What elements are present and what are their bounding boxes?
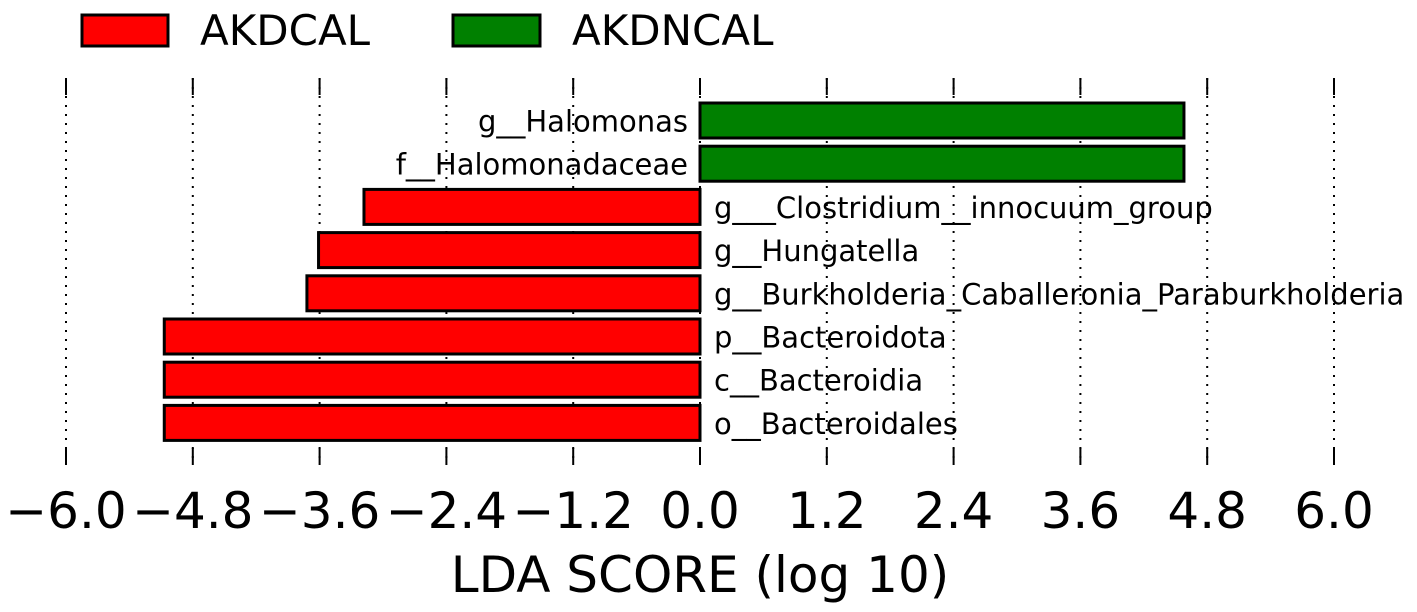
- x-tick-label: −2.4: [386, 482, 507, 540]
- legend-label-akdcal: AKDCAL: [200, 6, 371, 55]
- legend: AKDCAL AKDNCAL: [80, 6, 774, 55]
- bar-label-p-bacteroidota: p__Bacteroidota: [714, 321, 947, 355]
- bar-o-bacteroidales: [162, 403, 702, 442]
- gridlines: [65, 78, 1335, 465]
- x-tick-label: 2.4: [914, 482, 994, 540]
- legend-swatch-akdcal: [80, 13, 170, 48]
- bar-g-clostridium-innocuum-group: [362, 187, 702, 226]
- bar-g-halomonas: [698, 101, 1186, 140]
- x-tick-label: 4.8: [1167, 482, 1247, 540]
- bar-label-o-bacteroidales: o__Bacteroidales: [714, 407, 958, 441]
- legend-swatch-akdncal: [451, 13, 542, 48]
- bars: [162, 101, 1186, 442]
- bar-g-burkholderia-caballeronia-paraburkholderia: [305, 274, 702, 313]
- bar-label-g-halomonas: g__Halomonas: [478, 105, 688, 139]
- x-tick-label: −6.0: [5, 482, 126, 540]
- bar-f-halomonadaceae: [698, 144, 1186, 183]
- x-axis-label: LDA SCORE (log 10): [451, 546, 950, 604]
- x-axis-ticks: −6.0 −4.8 −3.6 −2.4 −1.2 0.0 1.2 2.4 3.6 4.8 6.0: [5, 78, 1374, 540]
- x-tick-label: −3.6: [259, 482, 380, 540]
- x-tick-label: 6.0: [1294, 482, 1374, 540]
- x-tick-label: −4.8: [132, 482, 253, 540]
- bar-labels: g__Halomonas f__Halomonadaceae g___Clostri…: [396, 105, 1405, 441]
- bar-label-f-halomonadaceae: f__Halomonadaceae: [396, 148, 688, 182]
- x-tick-label: 1.2: [787, 482, 867, 540]
- legend-label-akdncal: AKDNCAL: [572, 6, 774, 55]
- bar-c-bacteroidia: [162, 360, 702, 399]
- x-tick-label: −1.2: [512, 482, 633, 540]
- bar-p-bacteroidota: [162, 317, 702, 356]
- bar-label-g-hungatella: g__Hungatella: [714, 234, 919, 268]
- bar-label-g-clostridium-innocuum-group: g___Clostridium__innocuum_group: [714, 191, 1213, 225]
- x-tick-label: 3.6: [1041, 482, 1121, 540]
- bar-g-hungatella: [317, 231, 702, 270]
- x-tick-label: 0.0: [660, 482, 740, 540]
- bar-label-c-bacteroidia: c__Bacteroidia: [714, 364, 923, 398]
- bar-label-g-burkholderia-caballeronia-paraburkholderia: g__Burkholderia_Caballeronia_Paraburkhol…: [714, 277, 1404, 311]
